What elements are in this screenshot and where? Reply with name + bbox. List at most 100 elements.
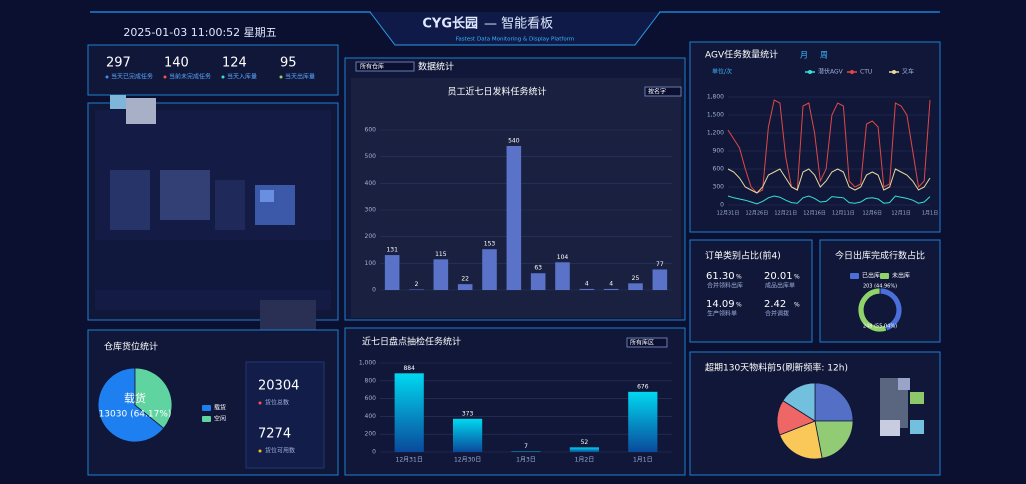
legend-label: 潜伏AGV [818, 68, 844, 76]
order-percent: 20.01 [764, 271, 793, 282]
datetime: 2025-01-03 11:00:52 星期五 [123, 26, 276, 39]
bar [409, 289, 424, 290]
data-label: 153 [484, 241, 496, 248]
stat-value: 124 [222, 56, 247, 71]
pie-value-label: 13030 (64.17%) [99, 410, 172, 420]
legend-label: 叉车 [902, 68, 914, 76]
bar [394, 373, 424, 452]
legend-label: 空闲 [214, 415, 226, 423]
data-label: 676 [637, 383, 649, 390]
line [727, 195, 931, 205]
bar [453, 418, 483, 452]
panel-title: 订单类别占比(前4) [705, 250, 781, 262]
legend-swatch [880, 273, 889, 279]
total-label: 货位可用数 [265, 447, 295, 455]
bar [555, 262, 570, 290]
x-tick-label: 12月26日 [745, 211, 768, 217]
order-name: 生产领料单 [707, 310, 737, 318]
tab[interactable]: 周 [820, 51, 828, 60]
order-unit: % [736, 274, 742, 281]
legend-dot [850, 70, 854, 74]
x-tick-label: 12月1日 [891, 211, 911, 217]
stat-value: 140 [164, 56, 189, 71]
total-value: 20304 [258, 379, 299, 394]
total-label: 货位总数 [265, 399, 289, 407]
order-unit: % [794, 302, 800, 309]
y-axis-label: 单位/次 [712, 68, 732, 76]
data-label: 25 [632, 275, 640, 282]
data-label: 63 [534, 265, 542, 272]
x-tick-label: 12月6日 [863, 211, 883, 217]
x-tick-label: 12月16日 [803, 211, 826, 217]
bar [482, 249, 497, 290]
chart-title: 员工近七日发料任务统计 [447, 86, 546, 98]
y-tick-label: 200 [365, 431, 377, 438]
bar [569, 447, 599, 452]
data-label: 131 [386, 247, 398, 254]
blurred-legend [880, 378, 924, 436]
tab[interactable]: 月 [800, 51, 808, 60]
pie-slice [134, 367, 173, 429]
bar [579, 288, 595, 290]
x-tick-label: 1月1日 [922, 211, 938, 217]
line [727, 168, 931, 194]
stat-label: 当前未完成任务 [169, 73, 211, 81]
bar [433, 259, 449, 290]
data-label: 7 [524, 443, 528, 450]
dropdown-label[interactable]: 所有仓库 [360, 63, 384, 71]
y-tick-label: 1,800 [707, 94, 724, 101]
y-tick-label: 0 [372, 449, 376, 456]
orders-panel [689, 239, 813, 343]
dropdown-label[interactable]: 所有库区 [630, 339, 654, 347]
data-label: 104 [557, 254, 569, 261]
bar [603, 288, 619, 290]
y-tick-label: 800 [365, 377, 377, 384]
y-tick-label: 0 [372, 287, 376, 294]
bar [457, 284, 473, 290]
y-tick-label: 300 [365, 207, 377, 214]
y-tick-label: 200 [365, 233, 377, 240]
stat-dot [105, 75, 109, 79]
dropdown[interactable] [626, 337, 668, 348]
total-dot [258, 449, 262, 453]
y-tick-label: 1,500 [707, 112, 724, 119]
x-tick-label: 12月31日 [396, 457, 423, 464]
y-tick-label: 0 [720, 202, 724, 209]
legend-label: 未出库 [892, 272, 910, 280]
data-label: 203 (44.96%) [863, 284, 897, 290]
pie-label: 载货 [124, 391, 146, 405]
y-tick-label: 600 [713, 166, 725, 173]
pie-slice [97, 367, 165, 443]
stat-dot [279, 75, 283, 79]
x-tick-label: 12月30日 [454, 457, 481, 464]
dropdown-label[interactable]: 按名字 [648, 88, 666, 96]
panel-title: 今日出库完成行数占比 [835, 250, 925, 262]
blurred-image [95, 95, 331, 330]
legend-label: CTU [860, 69, 872, 76]
legend-dot [892, 70, 896, 74]
logo: CYG长园 [422, 16, 478, 32]
panel-title: 数据统计 [418, 61, 454, 73]
chart-title: 近七日盘点抽检任务统计 [362, 336, 461, 348]
stat-label: 当天入库量 [227, 73, 257, 81]
bar [530, 273, 546, 290]
x-tick-label: 1月3日 [516, 457, 536, 464]
dropdown[interactable] [644, 86, 682, 97]
legend-swatch [850, 273, 859, 279]
data-label: 52 [581, 439, 589, 446]
order-name: 成品出库单 [765, 282, 795, 290]
stat-value: 297 [106, 56, 131, 71]
legend-swatch [202, 405, 211, 411]
order-unit: % [794, 274, 800, 281]
y-tick-label: 600 [365, 127, 377, 134]
dropdown[interactable] [355, 61, 415, 72]
data-label: 4 [585, 280, 589, 287]
x-tick-label: 12月11日 [832, 211, 855, 217]
bar [628, 391, 658, 452]
data-label: 248 (55.04%) [863, 324, 897, 330]
bar [652, 269, 668, 290]
stats-panel [87, 44, 339, 96]
y-tick-label: 400 [365, 180, 377, 187]
total-value: 7274 [258, 427, 291, 442]
